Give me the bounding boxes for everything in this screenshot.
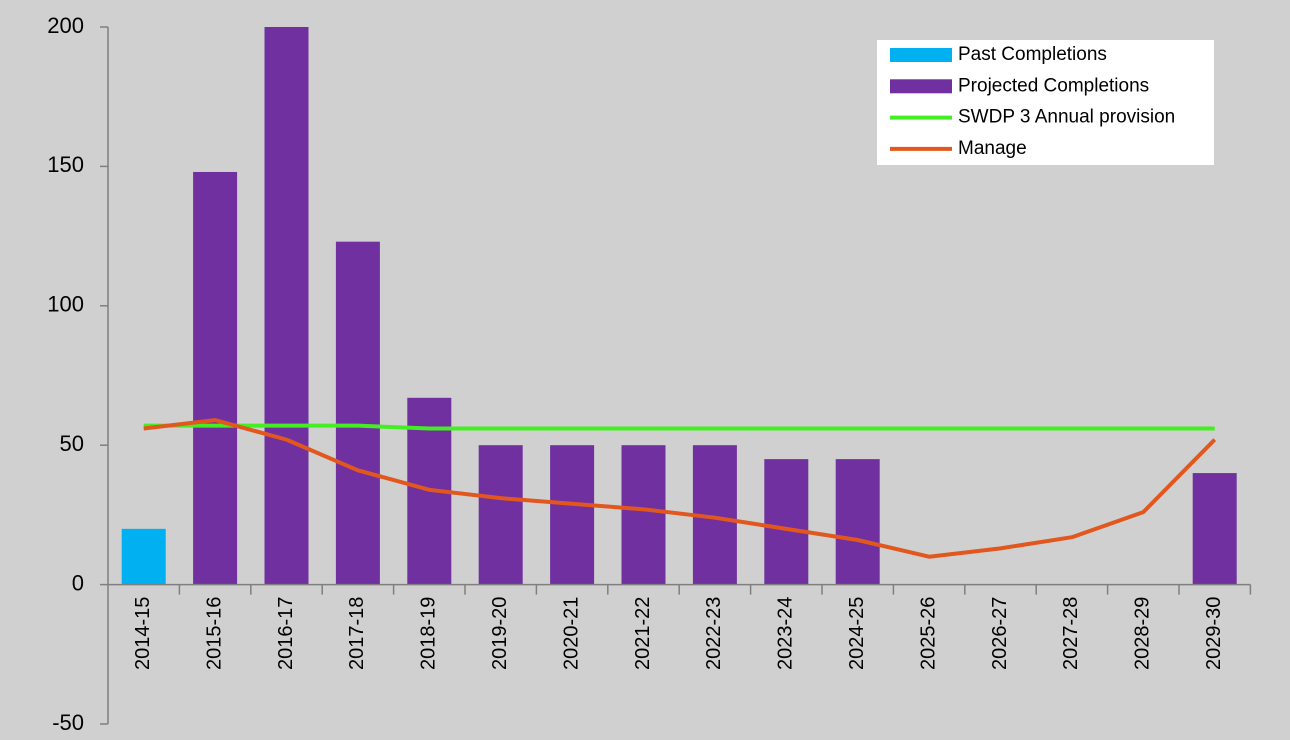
x-tick-label: 2017-18 — [346, 597, 368, 670]
x-tick-label: 2027-28 — [1060, 597, 1082, 670]
x-tick-label: 2015-16 — [203, 597, 225, 670]
bar — [621, 445, 666, 585]
y-tick-label: 100 — [47, 292, 84, 317]
line — [143, 418, 1217, 559]
x-tick-label: 2014-15 — [132, 597, 154, 670]
bar — [264, 27, 309, 585]
x-tick-label: 2021-22 — [632, 597, 654, 670]
x-tick-label: 2022-23 — [703, 597, 725, 670]
x-tick-label: 2026-27 — [989, 597, 1011, 670]
legend-label: SWDP 3 Annual provision — [958, 107, 1175, 128]
legend-swatch — [890, 48, 952, 62]
x-tick-label: 2023-24 — [775, 597, 797, 670]
x-tick-label: 2016-17 — [275, 597, 297, 670]
legend-swatch — [890, 79, 952, 94]
legend-label: Projected Completions — [958, 75, 1149, 96]
bar — [121, 528, 166, 585]
plot-area: -50 0 50 100 150 200 2014-15 2015-16 2016-17 2017… — [47, 13, 1252, 735]
y-tick-label: 200 — [47, 13, 84, 38]
y-tick-label: 150 — [47, 152, 84, 177]
x-tick-label: 2020-21 — [560, 597, 582, 670]
legend-label: Past Completions — [958, 44, 1107, 65]
legend: Past Completions Projected Completions SWD… — [877, 40, 1214, 165]
bar — [193, 171, 238, 585]
bar — [835, 459, 880, 585]
bar — [478, 445, 523, 585]
bar — [764, 459, 809, 585]
x-tick-label: 2024-25 — [846, 597, 868, 670]
x-tick-label: 2025-26 — [917, 597, 939, 670]
y-tick-label: -50 — [52, 710, 84, 735]
x-tick-label: 2019-20 — [489, 597, 511, 670]
bar — [1192, 473, 1237, 585]
legend-label: Manage — [958, 138, 1027, 159]
line — [143, 423, 1215, 431]
bar — [335, 241, 380, 585]
x-tick-label: 2029-30 — [1203, 597, 1225, 670]
x-tick-label: 2028-29 — [1132, 597, 1154, 670]
bar — [550, 445, 595, 585]
x-tick-label: 2018-19 — [418, 597, 440, 670]
y-tick-label: 50 — [60, 431, 84, 456]
y-tick-label: 0 — [72, 570, 84, 595]
